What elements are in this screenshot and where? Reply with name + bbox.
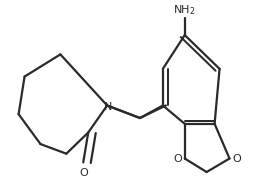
Text: O: O xyxy=(173,154,182,164)
Text: O: O xyxy=(79,168,88,178)
Text: N: N xyxy=(104,102,113,112)
Text: NH$_2$: NH$_2$ xyxy=(173,3,196,17)
Text: O: O xyxy=(232,154,241,164)
